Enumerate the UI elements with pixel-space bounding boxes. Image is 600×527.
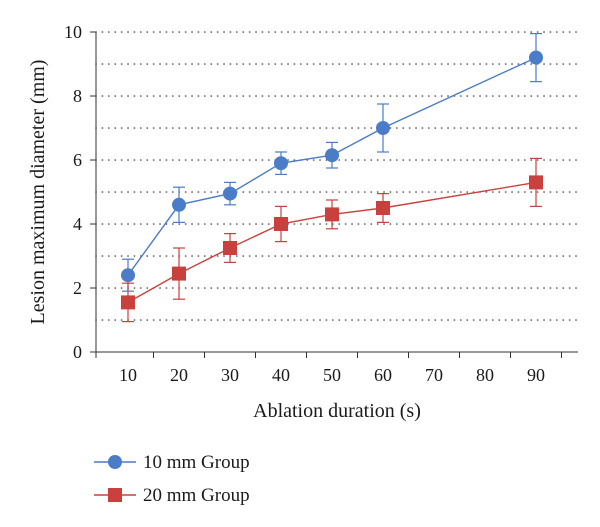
data-point [172, 266, 186, 281]
x-tick-label: 40 [272, 365, 290, 385]
y-tick-label: 4 [73, 214, 82, 234]
y-axis-title: Lesion maximum diameter (mm) [27, 60, 49, 325]
data-point [274, 156, 288, 171]
gridlines [95, 31, 579, 321]
legend: 10 mm Group 20 mm Group [94, 452, 250, 506]
data-point [274, 217, 288, 231]
plot-series [121, 32, 543, 323]
legend-item: 10 mm Group [94, 452, 250, 473]
data-point [223, 186, 237, 201]
x-tick-label: 70 [425, 365, 443, 385]
x-tick-label: 30 [221, 365, 239, 385]
y-tick-label: 10 [64, 22, 82, 42]
x-tick-label: 60 [374, 365, 392, 385]
x-tick-label: 80 [476, 365, 494, 385]
series-1 [121, 32, 543, 292]
data-point [325, 148, 339, 163]
legend-marker [108, 488, 122, 502]
x-tick-label: 10 [119, 365, 137, 385]
x-tick-label: 90 [527, 365, 545, 385]
data-point [121, 295, 135, 310]
data-point [223, 241, 237, 255]
data-point [172, 197, 186, 212]
y-tick-label: 8 [73, 86, 82, 106]
y-tick-label: 6 [73, 150, 82, 170]
legend-label: 20 mm Group [143, 485, 250, 506]
data-point [121, 268, 135, 283]
data-point [529, 50, 543, 65]
data-point [529, 175, 543, 190]
data-point [376, 121, 390, 135]
series-2 [121, 157, 543, 323]
y-tick-label: 2 [73, 278, 82, 298]
x-axis-title: Ablation duration (s) [253, 400, 421, 422]
legend-label: 10 mm Group [143, 452, 250, 473]
x-tick-label: 50 [323, 365, 341, 385]
data-point [376, 201, 390, 215]
data-point [325, 207, 339, 222]
legend-item: 20 mm Group [94, 485, 250, 506]
legend-marker [108, 455, 122, 469]
x-axis: 10 20 30 40 50 60 70 80 90 [95, 351, 578, 385]
x-tick-label: 20 [170, 365, 188, 385]
y-axis: 0 2 4 6 8 10 [64, 22, 97, 362]
y-tick-label: 0 [73, 342, 82, 362]
